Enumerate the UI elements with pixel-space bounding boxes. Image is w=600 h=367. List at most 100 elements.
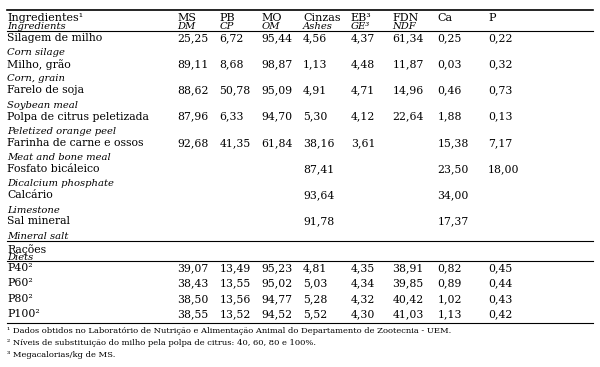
- Text: OM: OM: [261, 22, 280, 31]
- Text: P80²: P80²: [7, 294, 33, 304]
- Text: 41,35: 41,35: [220, 138, 251, 148]
- Text: 38,55: 38,55: [178, 309, 209, 319]
- Text: 4,91: 4,91: [303, 86, 327, 95]
- Text: 5,28: 5,28: [303, 294, 328, 304]
- Text: P: P: [488, 14, 496, 23]
- Text: 14,96: 14,96: [392, 86, 424, 95]
- Text: 4,71: 4,71: [351, 86, 375, 95]
- Text: 87,41: 87,41: [303, 164, 334, 174]
- Text: 95,09: 95,09: [261, 86, 292, 95]
- Text: Polpa de citrus peletizada: Polpa de citrus peletizada: [7, 112, 149, 121]
- Text: 0,13: 0,13: [488, 112, 512, 121]
- Text: FDN: FDN: [392, 14, 419, 23]
- Text: Calcário: Calcário: [7, 190, 53, 200]
- Text: 0,44: 0,44: [488, 279, 512, 288]
- Text: 4,56: 4,56: [303, 33, 327, 43]
- Text: 39,85: 39,85: [392, 279, 424, 288]
- Text: 22,64: 22,64: [392, 112, 424, 121]
- Text: 91,78: 91,78: [303, 217, 334, 226]
- Text: Sal mineral: Sal mineral: [7, 217, 70, 226]
- Text: 89,11: 89,11: [178, 59, 209, 69]
- Text: Milho, grão: Milho, grão: [7, 59, 71, 70]
- Text: 94,77: 94,77: [261, 294, 292, 304]
- Text: Limestone: Limestone: [7, 206, 60, 215]
- Text: PB: PB: [220, 14, 235, 23]
- Text: 6,72: 6,72: [220, 33, 244, 43]
- Text: P60²: P60²: [7, 279, 33, 288]
- Text: 15,38: 15,38: [437, 138, 469, 148]
- Text: 0,03: 0,03: [437, 59, 462, 69]
- Text: ¹ Dados obtidos no Laboratório de Nutrição e Alimentação Animal do Departamento : ¹ Dados obtidos no Laboratório de Nutriç…: [7, 327, 452, 334]
- Text: GE³: GE³: [351, 22, 370, 31]
- Text: Meat and bone meal: Meat and bone meal: [7, 153, 111, 162]
- Text: P40²: P40²: [7, 263, 33, 273]
- Text: EB³: EB³: [351, 14, 371, 23]
- Text: Mineral salt: Mineral salt: [7, 232, 69, 241]
- Text: 94,70: 94,70: [261, 112, 292, 121]
- Text: 4,48: 4,48: [351, 59, 375, 69]
- Text: 17,37: 17,37: [437, 217, 469, 226]
- Text: 5,30: 5,30: [303, 112, 328, 121]
- Text: 25,25: 25,25: [178, 33, 209, 43]
- Text: 7,17: 7,17: [488, 138, 512, 148]
- Text: Ingredientes¹: Ingredientes¹: [7, 14, 83, 23]
- Text: 4,32: 4,32: [351, 294, 375, 304]
- Text: Dicalcium phosphate: Dicalcium phosphate: [7, 179, 114, 188]
- Text: Farelo de soja: Farelo de soja: [7, 86, 85, 95]
- Text: 11,87: 11,87: [392, 59, 424, 69]
- Text: 88,62: 88,62: [178, 86, 209, 95]
- Text: DM: DM: [178, 22, 196, 31]
- Text: 39,07: 39,07: [178, 263, 209, 273]
- Text: Soybean meal: Soybean meal: [7, 101, 79, 110]
- Text: Fosfato bicáleico: Fosfato bicáleico: [7, 164, 100, 174]
- Text: 13,49: 13,49: [220, 263, 251, 273]
- Text: 13,52: 13,52: [220, 309, 251, 319]
- Text: 4,34: 4,34: [351, 279, 375, 288]
- Text: 98,87: 98,87: [261, 59, 292, 69]
- Text: 87,96: 87,96: [178, 112, 209, 121]
- Text: 41,03: 41,03: [392, 309, 424, 319]
- Text: Ashes: Ashes: [303, 22, 333, 31]
- Text: Cinzas: Cinzas: [303, 14, 341, 23]
- Text: 23,50: 23,50: [437, 164, 469, 174]
- Text: 0,73: 0,73: [488, 86, 512, 95]
- Text: 6,33: 6,33: [220, 112, 244, 121]
- Text: 0,42: 0,42: [488, 309, 512, 319]
- Text: 38,91: 38,91: [392, 263, 424, 273]
- Text: 94,52: 94,52: [261, 309, 292, 319]
- Text: Rações: Rações: [7, 244, 46, 255]
- Text: 38,16: 38,16: [303, 138, 334, 148]
- Text: 5,52: 5,52: [303, 309, 327, 319]
- Text: 0,43: 0,43: [488, 294, 512, 304]
- Text: 93,64: 93,64: [303, 190, 334, 200]
- Text: 95,23: 95,23: [261, 263, 292, 273]
- Text: 0,45: 0,45: [488, 263, 512, 273]
- Text: 0,32: 0,32: [488, 59, 512, 69]
- Text: Corn silage: Corn silage: [7, 48, 65, 57]
- Text: Ca: Ca: [437, 14, 452, 23]
- Text: NDF: NDF: [392, 22, 416, 31]
- Text: 92,68: 92,68: [178, 138, 209, 148]
- Text: 4,81: 4,81: [303, 263, 328, 273]
- Text: 0,25: 0,25: [437, 33, 462, 43]
- Text: 1,02: 1,02: [437, 294, 462, 304]
- Text: 50,78: 50,78: [220, 86, 251, 95]
- Text: MO: MO: [261, 14, 281, 23]
- Text: MS: MS: [178, 14, 197, 23]
- Text: 40,42: 40,42: [392, 294, 424, 304]
- Text: Corn, grain: Corn, grain: [7, 75, 65, 83]
- Text: Ingredients: Ingredients: [7, 22, 66, 31]
- Text: 38,50: 38,50: [178, 294, 209, 304]
- Text: 0,46: 0,46: [437, 86, 462, 95]
- Text: 4,30: 4,30: [351, 309, 375, 319]
- Text: 61,84: 61,84: [261, 138, 293, 148]
- Text: ³ Megacalorias/kg de MS.: ³ Megacalorias/kg de MS.: [7, 351, 116, 359]
- Text: 13,55: 13,55: [220, 279, 251, 288]
- Text: 1,13: 1,13: [303, 59, 328, 69]
- Text: 8,68: 8,68: [220, 59, 244, 69]
- Text: 61,34: 61,34: [392, 33, 424, 43]
- Text: 4,37: 4,37: [351, 33, 375, 43]
- Text: CP: CP: [220, 22, 234, 31]
- Text: P100²: P100²: [7, 309, 40, 319]
- Text: 5,03: 5,03: [303, 279, 328, 288]
